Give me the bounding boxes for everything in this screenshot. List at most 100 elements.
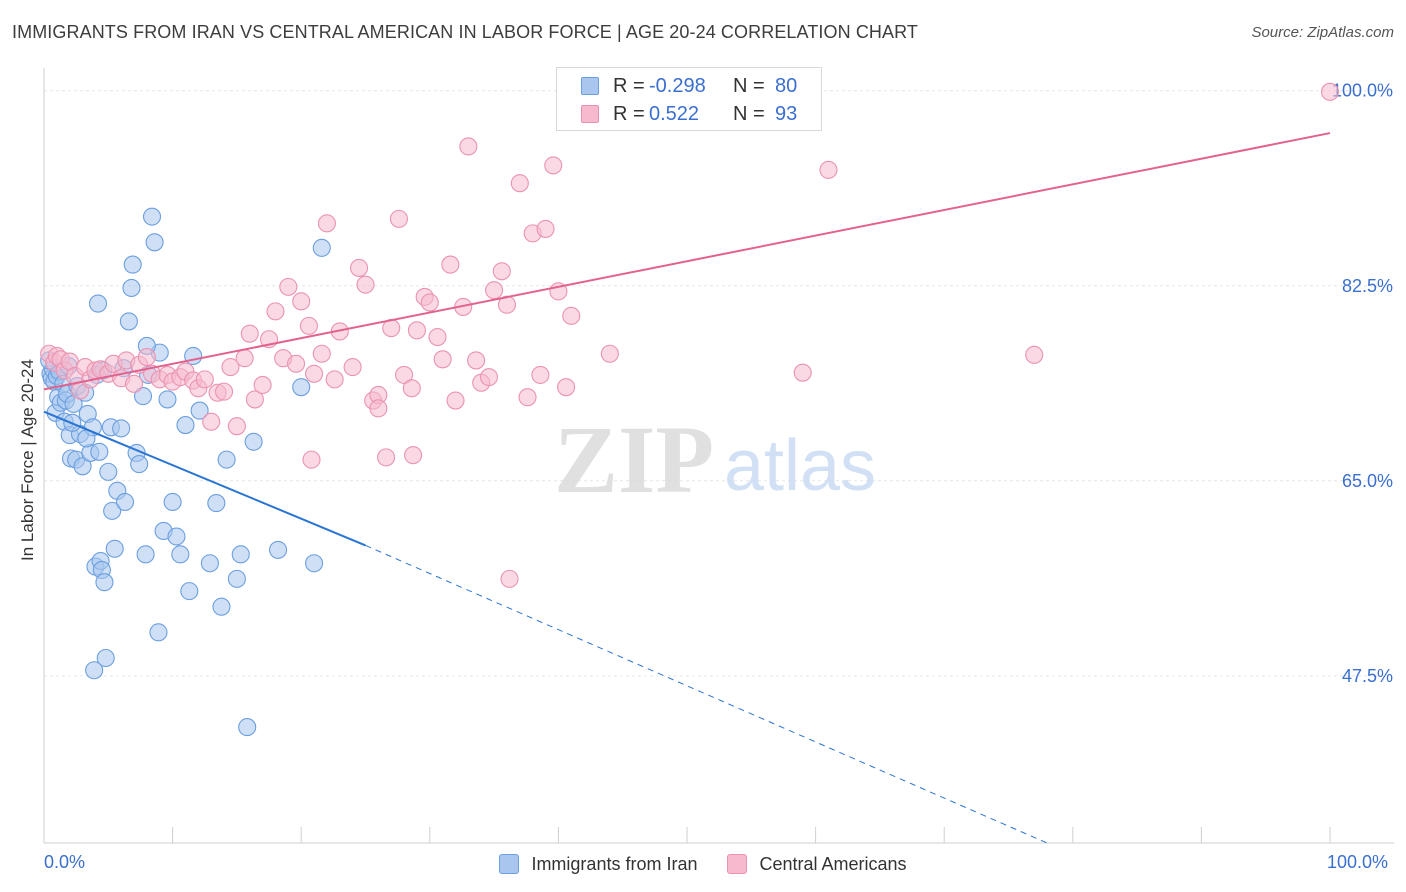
iran-point — [133, 387, 153, 406]
iran-point — [217, 450, 236, 469]
iran-point — [119, 312, 138, 331]
central-american-point — [202, 412, 221, 431]
iran-point — [130, 455, 149, 474]
x-tick-label-max: 100.0% — [1327, 852, 1389, 872]
central-american-point — [479, 368, 499, 387]
legend-swatch-iran — [581, 77, 599, 95]
iran-point — [163, 492, 182, 512]
central-american-point — [266, 302, 285, 321]
central-american-point — [492, 262, 511, 281]
iran-point — [122, 278, 141, 298]
y-tick-label: 47.5% — [1342, 666, 1393, 686]
source-credit: Source: ZipAtlas.com — [1251, 24, 1394, 41]
legend-r-value: -0.298 — [649, 74, 706, 97]
legend-swatch-central-americans — [727, 854, 748, 874]
central-american-point — [819, 160, 838, 179]
iran-point — [305, 554, 324, 573]
central-american-point — [1320, 82, 1340, 101]
central-american-point — [531, 365, 550, 384]
iran-point — [96, 648, 115, 668]
central-american-point — [377, 448, 396, 467]
iran-point — [184, 346, 203, 366]
iran-point — [115, 492, 135, 512]
central-american-point — [446, 391, 465, 410]
y-tick-label: 100.0% — [1332, 81, 1393, 101]
iran-point — [200, 554, 219, 573]
central-american-point — [793, 363, 812, 382]
central-american-point — [557, 378, 576, 397]
central-american-point — [389, 209, 408, 228]
iran-point — [136, 545, 155, 564]
series-legend: Immigrants from Iran Central Americans — [0, 851, 1406, 877]
central-american-point — [500, 569, 519, 588]
legend-label-iran: Immigrants from Iran — [531, 853, 698, 874]
iran-point — [176, 416, 195, 435]
central-american-point — [214, 382, 234, 401]
correlation-legend: R = -0.298 N = 80 R = 0.522 N = 93 — [556, 67, 822, 131]
central-american-point — [195, 370, 214, 389]
central-american-point — [292, 292, 311, 311]
legend-swatch-central-americans — [581, 105, 599, 123]
central-american-point — [433, 350, 452, 369]
central-american-point — [459, 137, 478, 156]
legend-r-label: R = — [613, 102, 645, 125]
legend-item-central-americans: Central Americans — [727, 853, 907, 875]
central-american-point — [420, 293, 439, 312]
central-american-point — [302, 450, 321, 469]
chart-title: IMMIGRANTS FROM IRAN VS CENTRAL AMERICAN… — [12, 22, 918, 42]
central-american-point — [510, 174, 529, 193]
iran-point — [142, 207, 162, 226]
legend-swatch-iran — [499, 854, 520, 874]
iran-point — [227, 569, 246, 588]
watermark-atlas: atlas — [724, 426, 876, 506]
iran-point — [180, 582, 199, 601]
central-american-point — [312, 344, 331, 363]
central-american-point — [137, 348, 156, 367]
iran-point — [73, 457, 92, 476]
central-american-point — [600, 344, 619, 363]
central-american-point — [402, 379, 421, 398]
central-american-point — [343, 358, 362, 377]
central-american-point — [287, 354, 306, 373]
iran-trend-line — [43, 410, 366, 547]
legend-r-value: 0.522 — [649, 102, 700, 125]
legend-n-label: N = — [733, 74, 765, 97]
iran-point — [269, 540, 288, 559]
central-american-point — [253, 375, 272, 394]
iran-point — [231, 545, 250, 564]
central-american-point — [404, 446, 423, 465]
iran-point — [145, 233, 164, 252]
central-american-point — [317, 214, 336, 233]
iran-point — [103, 501, 122, 520]
central-american-point — [235, 349, 254, 368]
central-american-point — [325, 370, 344, 389]
iran-point — [105, 539, 124, 558]
iran-point — [90, 442, 109, 461]
iran-point — [190, 401, 209, 420]
legend-r-label: R = — [613, 74, 645, 97]
iran-point — [292, 378, 311, 397]
legend-row-iran: R = -0.298 N = 80 — [581, 74, 797, 98]
iran-point — [158, 390, 177, 409]
iran-point — [149, 623, 168, 642]
iran-point — [171, 545, 190, 564]
central-american-point — [441, 255, 460, 274]
central-american-point — [544, 156, 563, 175]
central-american-trend-line — [43, 132, 1331, 391]
legend-label-central-americans: Central Americans — [759, 853, 907, 874]
central-american-point — [518, 388, 537, 407]
central-american-point — [562, 306, 581, 325]
central-american-point — [536, 219, 555, 238]
central-american-point — [305, 364, 324, 383]
y-tick-label: 82.5% — [1342, 276, 1393, 296]
y-axis-label: In Labor Force | Age 20-24 — [18, 359, 37, 561]
iran-point — [95, 573, 114, 592]
central-american-point — [356, 275, 375, 294]
iran-point — [167, 527, 186, 546]
legend-n-label: N = — [733, 102, 765, 125]
iran-point — [99, 462, 118, 481]
iran-trend-extension — [365, 544, 1048, 844]
central-american-point — [279, 277, 298, 296]
x-tick-label-min: 0.0% — [44, 852, 86, 872]
